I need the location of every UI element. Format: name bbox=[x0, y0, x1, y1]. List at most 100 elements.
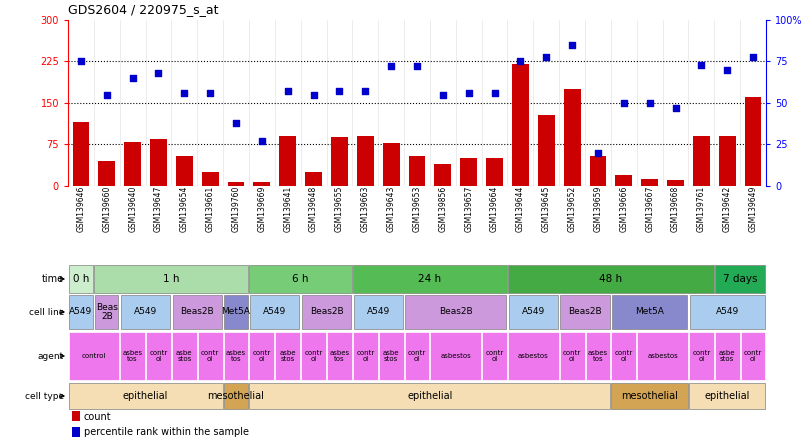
Bar bbox=[354, 295, 403, 329]
Bar bbox=[224, 383, 249, 409]
Bar bbox=[560, 332, 585, 380]
Text: 6 h: 6 h bbox=[292, 274, 309, 284]
Text: GSM139657: GSM139657 bbox=[464, 186, 473, 232]
Point bbox=[255, 138, 268, 145]
Bar bbox=[744, 97, 761, 186]
Bar bbox=[198, 332, 223, 380]
Bar bbox=[718, 136, 735, 186]
Bar bbox=[508, 265, 714, 293]
Text: A549: A549 bbox=[522, 308, 545, 317]
Bar bbox=[202, 172, 219, 186]
Text: A549: A549 bbox=[134, 308, 157, 317]
Point bbox=[721, 66, 734, 73]
Text: 1 h: 1 h bbox=[163, 274, 180, 284]
Bar bbox=[714, 265, 765, 293]
Bar bbox=[430, 332, 481, 380]
Text: GSM139648: GSM139648 bbox=[309, 186, 318, 232]
Point bbox=[565, 41, 578, 48]
Point bbox=[152, 70, 165, 77]
Text: Beas2B: Beas2B bbox=[181, 308, 214, 317]
Point bbox=[695, 61, 708, 68]
Text: asbe
stos: asbe stos bbox=[279, 350, 296, 362]
Text: contr
ol: contr ol bbox=[563, 350, 582, 362]
Text: contr
ol: contr ol bbox=[485, 350, 504, 362]
Text: contr
ol: contr ol bbox=[305, 350, 322, 362]
Bar bbox=[538, 115, 555, 186]
Text: cell line: cell line bbox=[28, 308, 64, 317]
Text: GDS2604 / 220975_s_at: GDS2604 / 220975_s_at bbox=[68, 3, 219, 16]
Bar bbox=[590, 155, 607, 186]
Text: contr
ol: contr ol bbox=[201, 350, 220, 362]
Bar bbox=[69, 383, 223, 409]
Text: epithelial: epithelial bbox=[123, 391, 168, 401]
Text: asbes
tos: asbes tos bbox=[122, 350, 143, 362]
Bar bbox=[249, 332, 275, 380]
Point bbox=[411, 63, 424, 70]
Text: GSM139668: GSM139668 bbox=[671, 186, 680, 232]
Bar bbox=[302, 295, 351, 329]
Bar bbox=[279, 136, 296, 186]
Text: A549: A549 bbox=[367, 308, 390, 317]
Bar bbox=[564, 89, 581, 186]
Bar bbox=[275, 332, 301, 380]
Bar bbox=[73, 123, 89, 186]
Point bbox=[488, 90, 501, 97]
Bar bbox=[69, 332, 119, 380]
Text: GSM139649: GSM139649 bbox=[748, 186, 757, 232]
Bar bbox=[404, 332, 429, 380]
Bar bbox=[72, 411, 79, 421]
Text: Beas
2B: Beas 2B bbox=[96, 303, 117, 321]
Bar bbox=[353, 332, 377, 380]
Bar bbox=[561, 295, 610, 329]
Bar bbox=[176, 155, 193, 186]
Text: GSM139664: GSM139664 bbox=[490, 186, 499, 232]
Text: A549: A549 bbox=[715, 308, 739, 317]
Point bbox=[126, 75, 139, 82]
Bar bbox=[586, 332, 611, 380]
Bar bbox=[693, 136, 710, 186]
Bar bbox=[95, 295, 118, 329]
Text: asbes
tos: asbes tos bbox=[330, 350, 349, 362]
Bar bbox=[250, 295, 300, 329]
Text: asbestos: asbestos bbox=[518, 353, 548, 359]
Text: epithelial: epithelial bbox=[705, 391, 750, 401]
Text: GSM139647: GSM139647 bbox=[154, 186, 163, 232]
Text: contr
ol: contr ol bbox=[253, 350, 271, 362]
Text: 0 h: 0 h bbox=[73, 274, 89, 284]
Text: GSM139640: GSM139640 bbox=[128, 186, 137, 232]
Point bbox=[514, 58, 526, 65]
Text: mesothelial: mesothelial bbox=[207, 391, 265, 401]
Point bbox=[100, 91, 113, 98]
Text: time: time bbox=[42, 274, 64, 284]
Text: contr
ol: contr ol bbox=[408, 350, 426, 362]
Text: GSM139654: GSM139654 bbox=[180, 186, 189, 232]
Text: cell type: cell type bbox=[25, 392, 64, 400]
Point bbox=[229, 119, 242, 127]
Bar bbox=[124, 142, 141, 186]
Text: asbes
tos: asbes tos bbox=[226, 350, 246, 362]
Text: asbe
stos: asbe stos bbox=[176, 350, 193, 362]
Bar bbox=[690, 295, 765, 329]
Bar bbox=[612, 295, 687, 329]
Point bbox=[333, 88, 346, 95]
Text: 48 h: 48 h bbox=[599, 274, 622, 284]
Text: asbe
stos: asbe stos bbox=[719, 350, 735, 362]
Text: GSM139760: GSM139760 bbox=[232, 186, 241, 232]
Bar bbox=[95, 265, 249, 293]
Bar bbox=[121, 295, 170, 329]
Text: GSM139666: GSM139666 bbox=[620, 186, 629, 232]
Bar bbox=[612, 332, 636, 380]
Bar bbox=[379, 332, 403, 380]
Bar bbox=[408, 155, 425, 186]
Text: GSM139661: GSM139661 bbox=[206, 186, 215, 232]
Bar bbox=[460, 159, 477, 186]
Bar bbox=[357, 136, 373, 186]
Bar bbox=[224, 332, 249, 380]
Text: asbe
stos: asbe stos bbox=[383, 350, 399, 362]
Bar bbox=[667, 180, 684, 186]
Point bbox=[178, 90, 191, 97]
Text: control: control bbox=[82, 353, 106, 359]
Bar bbox=[383, 143, 399, 186]
Bar bbox=[434, 164, 451, 186]
Text: Beas2B: Beas2B bbox=[309, 308, 343, 317]
